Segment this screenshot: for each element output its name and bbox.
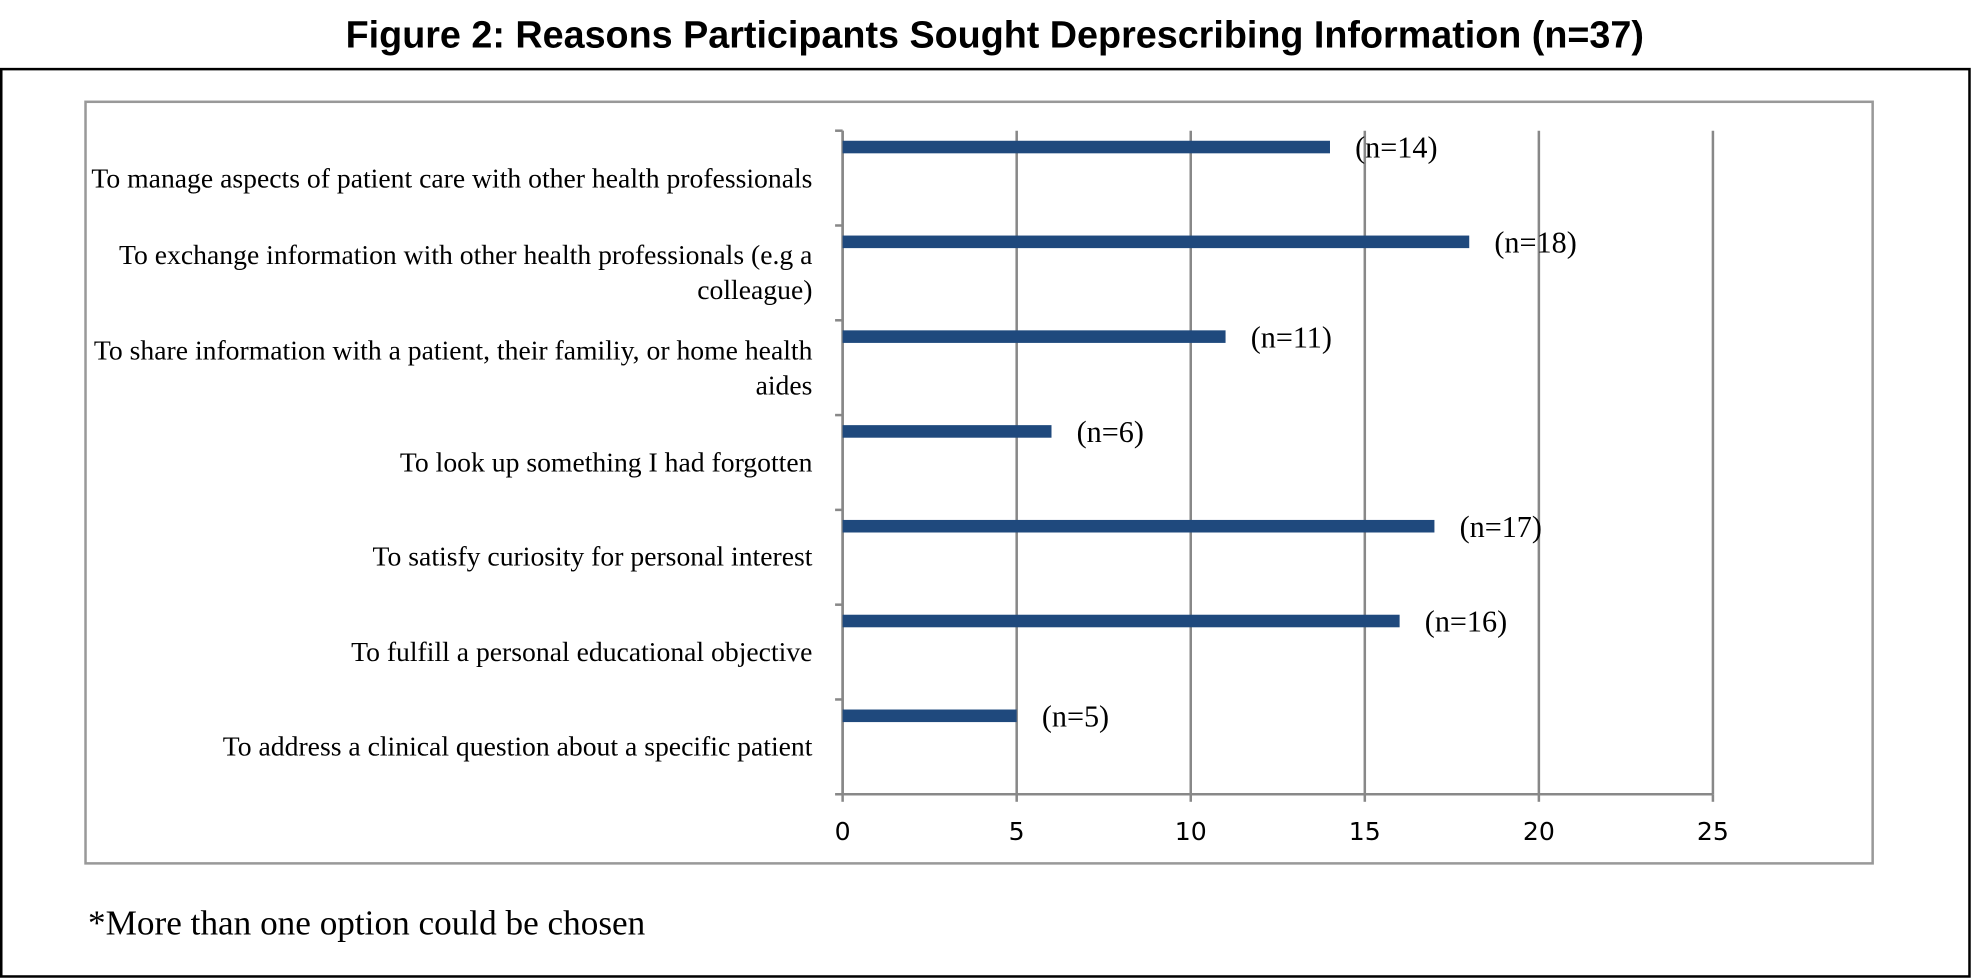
x-tick-label: 10 xyxy=(1175,817,1207,846)
bar xyxy=(842,614,1400,628)
bar xyxy=(842,425,1052,438)
y-tick-label: To satisfy curiosity for personal intere… xyxy=(372,540,813,573)
y-tick-label-box: To manage aspects of patient care with o… xyxy=(91,161,813,194)
y-tick-label: To address a clinical question about a s… xyxy=(222,730,813,762)
y-tick-label: To fulfill a personal educational object… xyxy=(351,635,813,668)
outer-frame xyxy=(0,67,1971,978)
value-label: (n=5) xyxy=(1042,700,1109,734)
y-tick-label-box: To exchange information with other healt… xyxy=(119,238,813,306)
x-tick-label: 20 xyxy=(1523,817,1555,846)
bar xyxy=(842,519,1435,533)
value-label: (n=6) xyxy=(1077,415,1144,449)
value-label: (n=11) xyxy=(1251,320,1332,354)
value-label: (n=14) xyxy=(1355,131,1437,165)
y-tick-label-box: To share information with a patient, the… xyxy=(93,333,813,401)
chart-frame xyxy=(84,100,1874,865)
bar xyxy=(842,330,1226,343)
y-tick-label-box: To satisfy curiosity for personal intere… xyxy=(372,540,813,573)
y-tick-label: To share information with a patient, the… xyxy=(93,333,813,401)
y-tick-label-box: To look up something I had forgotten xyxy=(399,446,813,478)
bar xyxy=(842,709,1017,723)
x-tick-label: 0 xyxy=(835,817,851,846)
x-tick-label: 5 xyxy=(1009,817,1025,846)
footnote: *More than one option could be chosen xyxy=(88,903,646,942)
chart-title: Figure 2: Reasons Participants Sought De… xyxy=(346,14,1644,56)
value-label: (n=17) xyxy=(1460,510,1542,544)
y-tick-label: To manage aspects of patient care with o… xyxy=(91,161,813,194)
x-tick-label: 15 xyxy=(1349,817,1381,846)
y-tick-label: To exchange information with other healt… xyxy=(119,238,813,306)
bar xyxy=(842,140,1330,154)
bar xyxy=(842,235,1470,249)
x-tick-label: 25 xyxy=(1697,817,1729,846)
y-tick-label-box: To fulfill a personal educational object… xyxy=(351,635,813,668)
y-tick-label: To look up something I had forgotten xyxy=(399,446,813,478)
value-label: (n=16) xyxy=(1425,605,1507,639)
value-label: (n=18) xyxy=(1494,226,1576,260)
y-tick-label-box: To address a clinical question about a s… xyxy=(222,730,813,762)
